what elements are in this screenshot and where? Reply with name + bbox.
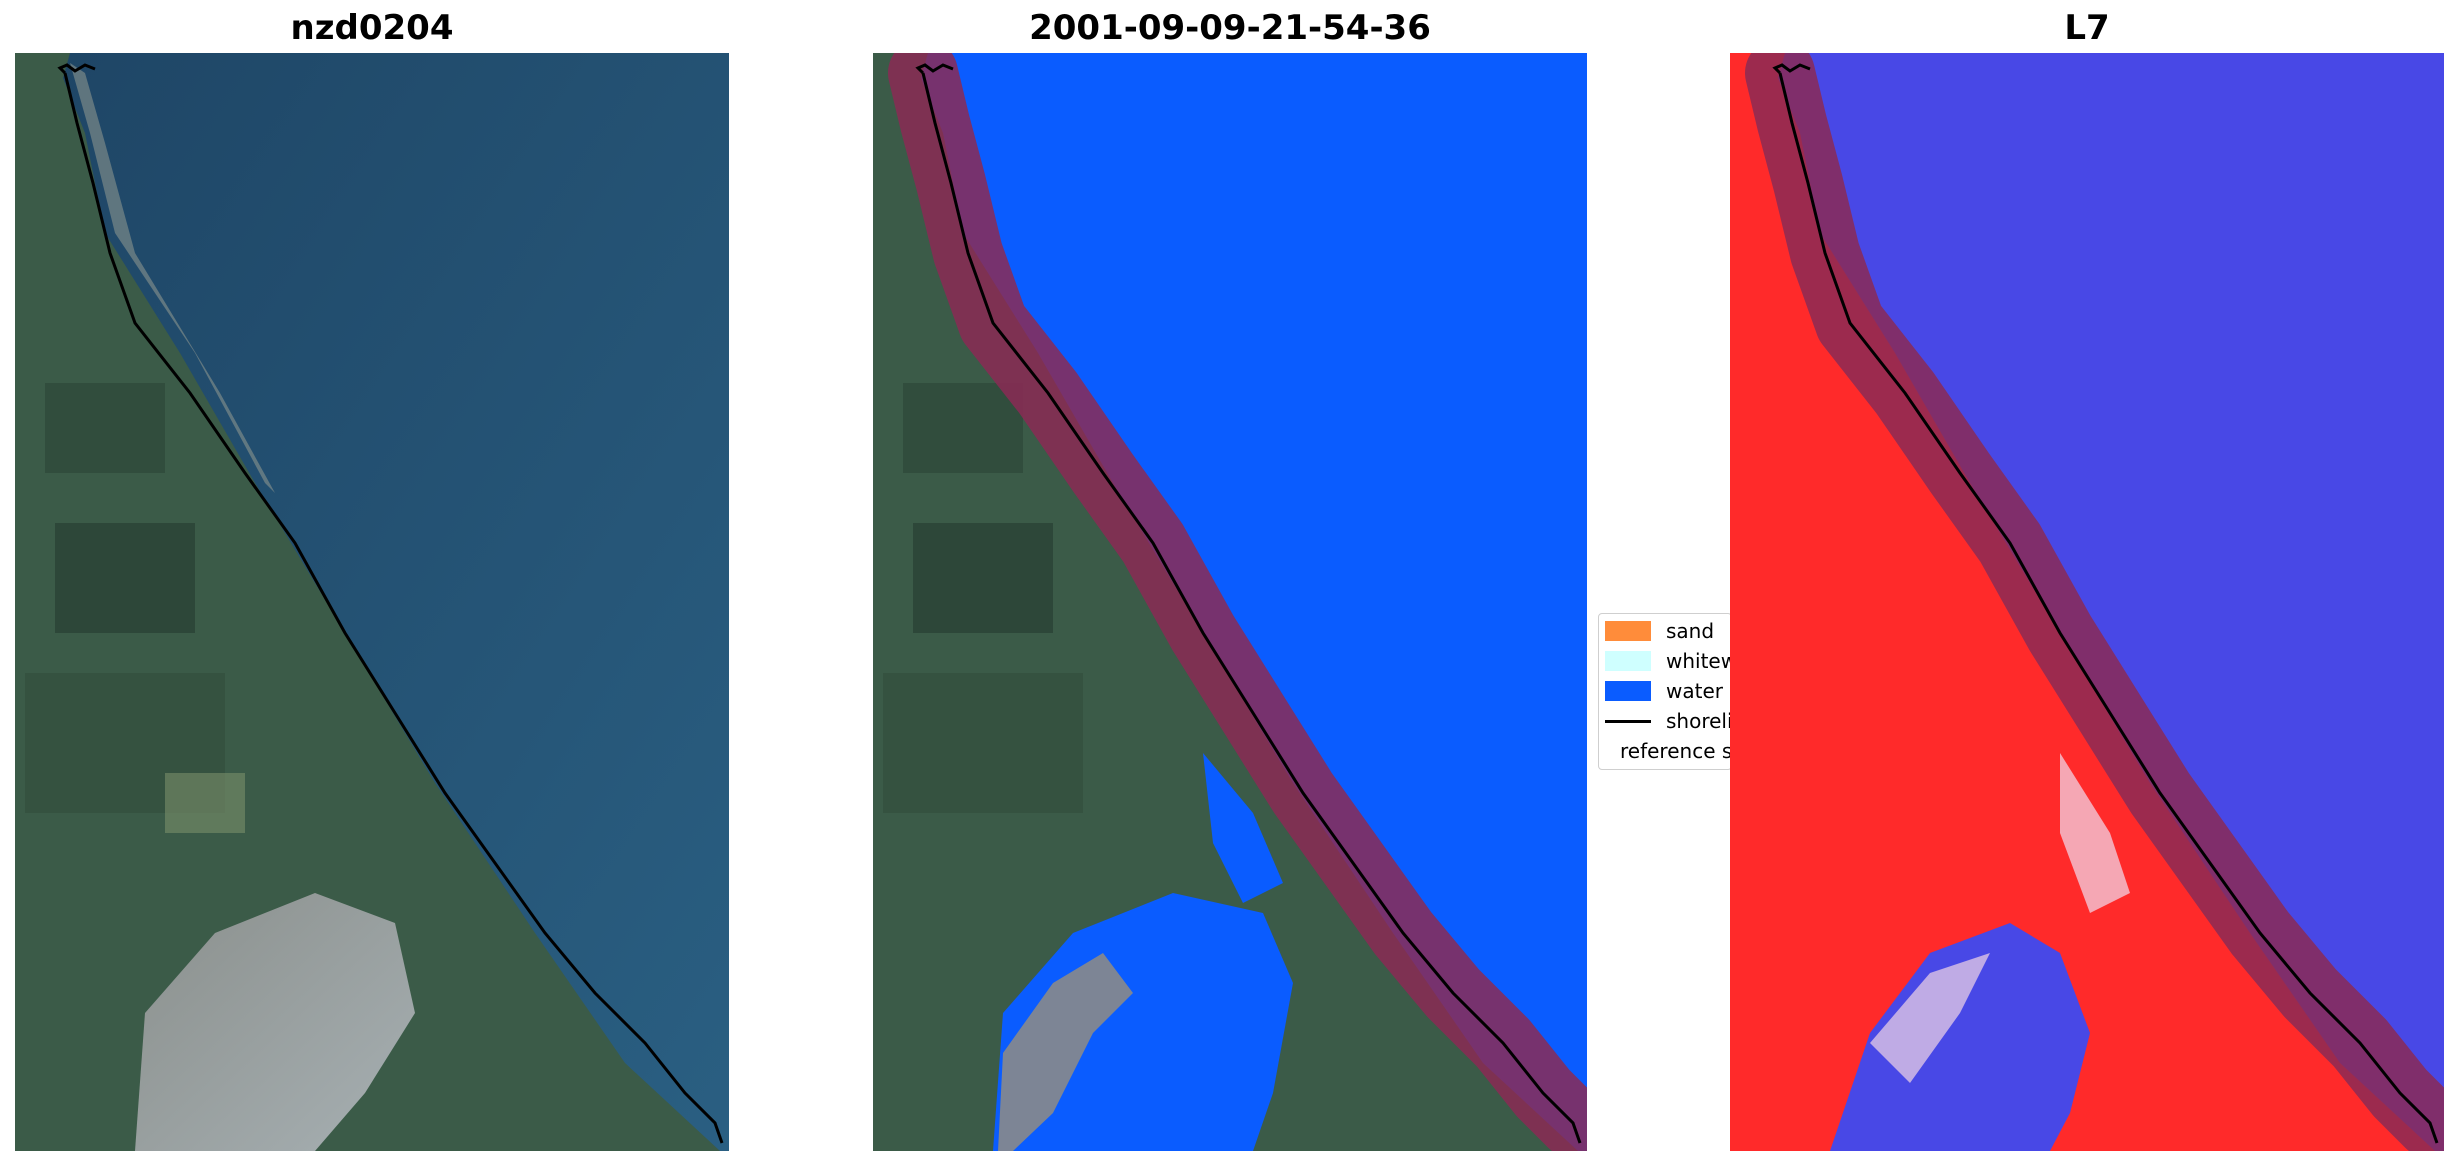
legend-swatch-water: [1605, 681, 1651, 701]
shoreline: [63, 72, 724, 1144]
legend-label: shoreline: [1666, 709, 1732, 733]
rgb-image-panel: [15, 53, 729, 1151]
legend-item-shoreline: shoreline: [1599, 706, 1732, 736]
legend-item-water: water: [1599, 676, 1731, 706]
panel-title-index: L7: [2064, 8, 2110, 48]
legend-swatch-sand: [1605, 621, 1651, 641]
legend-label: reference shoreline buffer: [1620, 739, 1732, 763]
panel-title-classified: 2001-09-09-21-54-36: [1029, 8, 1431, 48]
legend-label: sand: [1666, 619, 1715, 643]
legend-swatch-whitewater: [1605, 651, 1651, 671]
estuary-water: [993, 893, 1293, 1151]
shoreline: [1778, 72, 2439, 1144]
estuary-index: [1830, 923, 2090, 1151]
legend-item-reference-buffer: reference shoreline buffer: [1599, 736, 1732, 766]
index-image: [1730, 53, 2444, 1151]
panel-title-rgb: nzd0204: [290, 8, 454, 48]
legend-item-sand: sand: [1599, 616, 1731, 646]
land-area: [15, 53, 720, 1151]
legend-label: water: [1666, 679, 1723, 703]
shoreline: [921, 72, 1582, 1144]
index-image-panel: [1730, 53, 2444, 1151]
legend-line-shoreline: [1605, 719, 1651, 723]
town-strip: [70, 63, 275, 493]
tidal-flat: [135, 893, 415, 1151]
rgb-image: [15, 53, 729, 1151]
classified-image: [873, 53, 1587, 1151]
classified-image-panel: [873, 53, 1587, 1151]
index-land-area: [1730, 53, 2435, 1151]
land-area: [873, 53, 1578, 1151]
